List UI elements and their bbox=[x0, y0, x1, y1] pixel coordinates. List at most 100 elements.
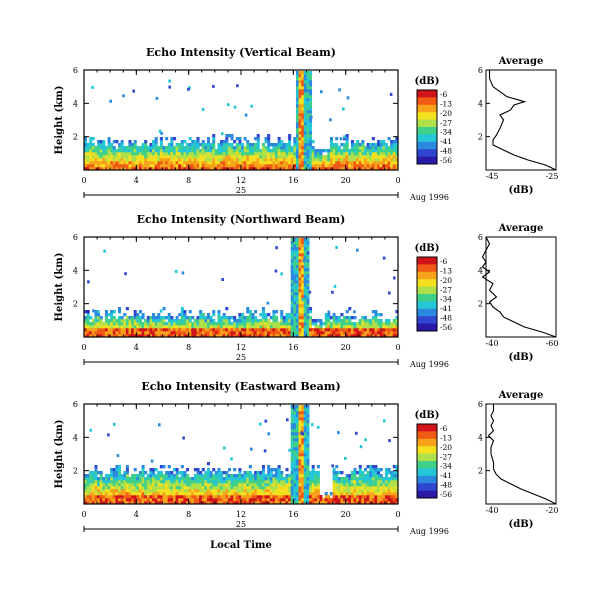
heatmap-cell bbox=[191, 149, 195, 153]
heatmap-cell bbox=[267, 313, 271, 317]
heatmap-cell bbox=[154, 149, 158, 153]
heatmap-cell bbox=[324, 149, 328, 153]
heatmap-cell bbox=[125, 319, 129, 323]
heatmap-cell bbox=[337, 495, 341, 499]
heatmap-cell bbox=[371, 465, 375, 469]
heatmap-cell bbox=[154, 486, 158, 490]
heatmap-cell bbox=[350, 480, 354, 484]
heatmap-cell bbox=[120, 146, 124, 150]
heatmap-cell bbox=[340, 480, 344, 484]
heatmap-cell bbox=[301, 164, 305, 168]
heatmap-cell bbox=[275, 146, 279, 150]
heatmap-cell bbox=[280, 313, 284, 317]
heatmap-cell bbox=[301, 468, 305, 472]
heatmap-cell bbox=[366, 319, 370, 323]
heatmap-cell bbox=[251, 313, 255, 317]
colorbar-frame bbox=[416, 423, 438, 499]
heatmap-cell bbox=[256, 143, 260, 147]
heatmap-cell bbox=[345, 477, 349, 481]
heatmap-cell bbox=[298, 423, 302, 427]
heatmap-cell bbox=[201, 483, 205, 487]
heatmap-cell bbox=[272, 316, 276, 320]
heatmap-cell bbox=[366, 480, 370, 484]
heatmap-cell bbox=[371, 146, 375, 150]
heatmap-cell bbox=[298, 244, 302, 248]
heatmap-cell bbox=[309, 477, 313, 481]
heatmap-cell bbox=[254, 483, 258, 487]
heatmap-cell bbox=[235, 149, 239, 153]
heatmap-cell bbox=[261, 310, 265, 314]
heatmap-cell bbox=[128, 501, 132, 505]
heatmap-cell bbox=[392, 158, 396, 162]
heatmap-cell bbox=[186, 319, 190, 323]
heatmap-cell bbox=[104, 149, 108, 153]
heatmap-cell bbox=[110, 501, 114, 505]
heatmap-cell bbox=[133, 313, 137, 317]
heatmap-cell bbox=[290, 432, 294, 436]
heatmap-cell bbox=[97, 325, 101, 329]
heatmap-cell bbox=[267, 486, 271, 490]
heatmap-cell bbox=[356, 498, 360, 502]
heatmap-cell bbox=[275, 322, 279, 326]
heatmap-cell bbox=[138, 319, 142, 323]
heatmap-cell bbox=[206, 468, 210, 472]
heatmap-cell bbox=[250, 447, 253, 451]
heatmap-cell bbox=[243, 319, 247, 323]
heatmap-cell bbox=[112, 495, 116, 499]
heatmap-cell bbox=[306, 101, 310, 105]
heatmap-cell bbox=[261, 495, 265, 499]
heatmap-cell bbox=[306, 450, 310, 454]
heatmap-cell bbox=[243, 152, 247, 156]
heatmap-cell bbox=[165, 495, 169, 499]
heatmap-cell bbox=[102, 164, 106, 168]
heatmap-cell bbox=[371, 164, 375, 168]
heatmap-cell bbox=[306, 116, 310, 120]
heatmap-cell bbox=[293, 161, 297, 165]
heatmap-cell bbox=[180, 465, 184, 469]
heatmap-cell bbox=[384, 501, 388, 505]
heatmap-cell bbox=[118, 307, 122, 311]
heatmap-cell bbox=[178, 167, 182, 171]
heatmap-cell bbox=[183, 161, 187, 165]
heatmap-cell bbox=[172, 164, 176, 168]
heatmap-cell bbox=[306, 98, 310, 102]
heatmap-cell bbox=[165, 316, 169, 320]
heatmap-cell bbox=[193, 480, 197, 484]
heatmap-cell bbox=[392, 498, 396, 502]
heatmap-cell bbox=[267, 498, 271, 502]
heatmap-cell bbox=[301, 489, 305, 493]
heatmap-cell bbox=[183, 155, 187, 159]
heatmap-cell bbox=[374, 489, 378, 493]
heatmap-cell bbox=[159, 316, 163, 320]
heatmap-cell bbox=[366, 465, 370, 469]
heatmap-cell bbox=[86, 483, 90, 487]
heatmap-cell bbox=[280, 477, 284, 481]
profile-y-tick-label: 2 bbox=[478, 133, 483, 142]
heatmap-cell bbox=[371, 334, 375, 338]
heatmap-cell bbox=[209, 492, 213, 496]
heatmap-cell bbox=[303, 268, 307, 272]
heatmap-cell bbox=[136, 489, 140, 493]
heatmap-cell bbox=[343, 501, 347, 505]
heatmap-cell bbox=[374, 167, 378, 171]
heatmap-cell bbox=[350, 328, 354, 332]
heatmap-cell bbox=[115, 331, 119, 335]
heatmap-cell bbox=[314, 319, 318, 323]
heatmap-cell bbox=[193, 143, 197, 147]
heatmap-cell bbox=[235, 334, 239, 338]
heatmap-cell bbox=[379, 149, 383, 153]
heatmap-cell bbox=[107, 167, 111, 171]
heatmap-cell bbox=[306, 489, 310, 493]
heatmap-cell bbox=[295, 334, 299, 338]
heatmap-cell bbox=[159, 325, 163, 329]
heatmap-cell bbox=[99, 325, 103, 329]
heatmap-cell bbox=[288, 325, 292, 329]
colorbar-tick-label: -41 bbox=[440, 137, 452, 146]
heatmap-cell bbox=[170, 495, 174, 499]
heatmap-cell bbox=[303, 265, 307, 269]
heatmap-cell bbox=[214, 322, 218, 326]
heatmap-cell bbox=[314, 152, 318, 156]
heatmap-cell bbox=[227, 155, 231, 159]
heatmap-cell bbox=[186, 152, 190, 156]
heatmap-cell bbox=[115, 319, 119, 323]
